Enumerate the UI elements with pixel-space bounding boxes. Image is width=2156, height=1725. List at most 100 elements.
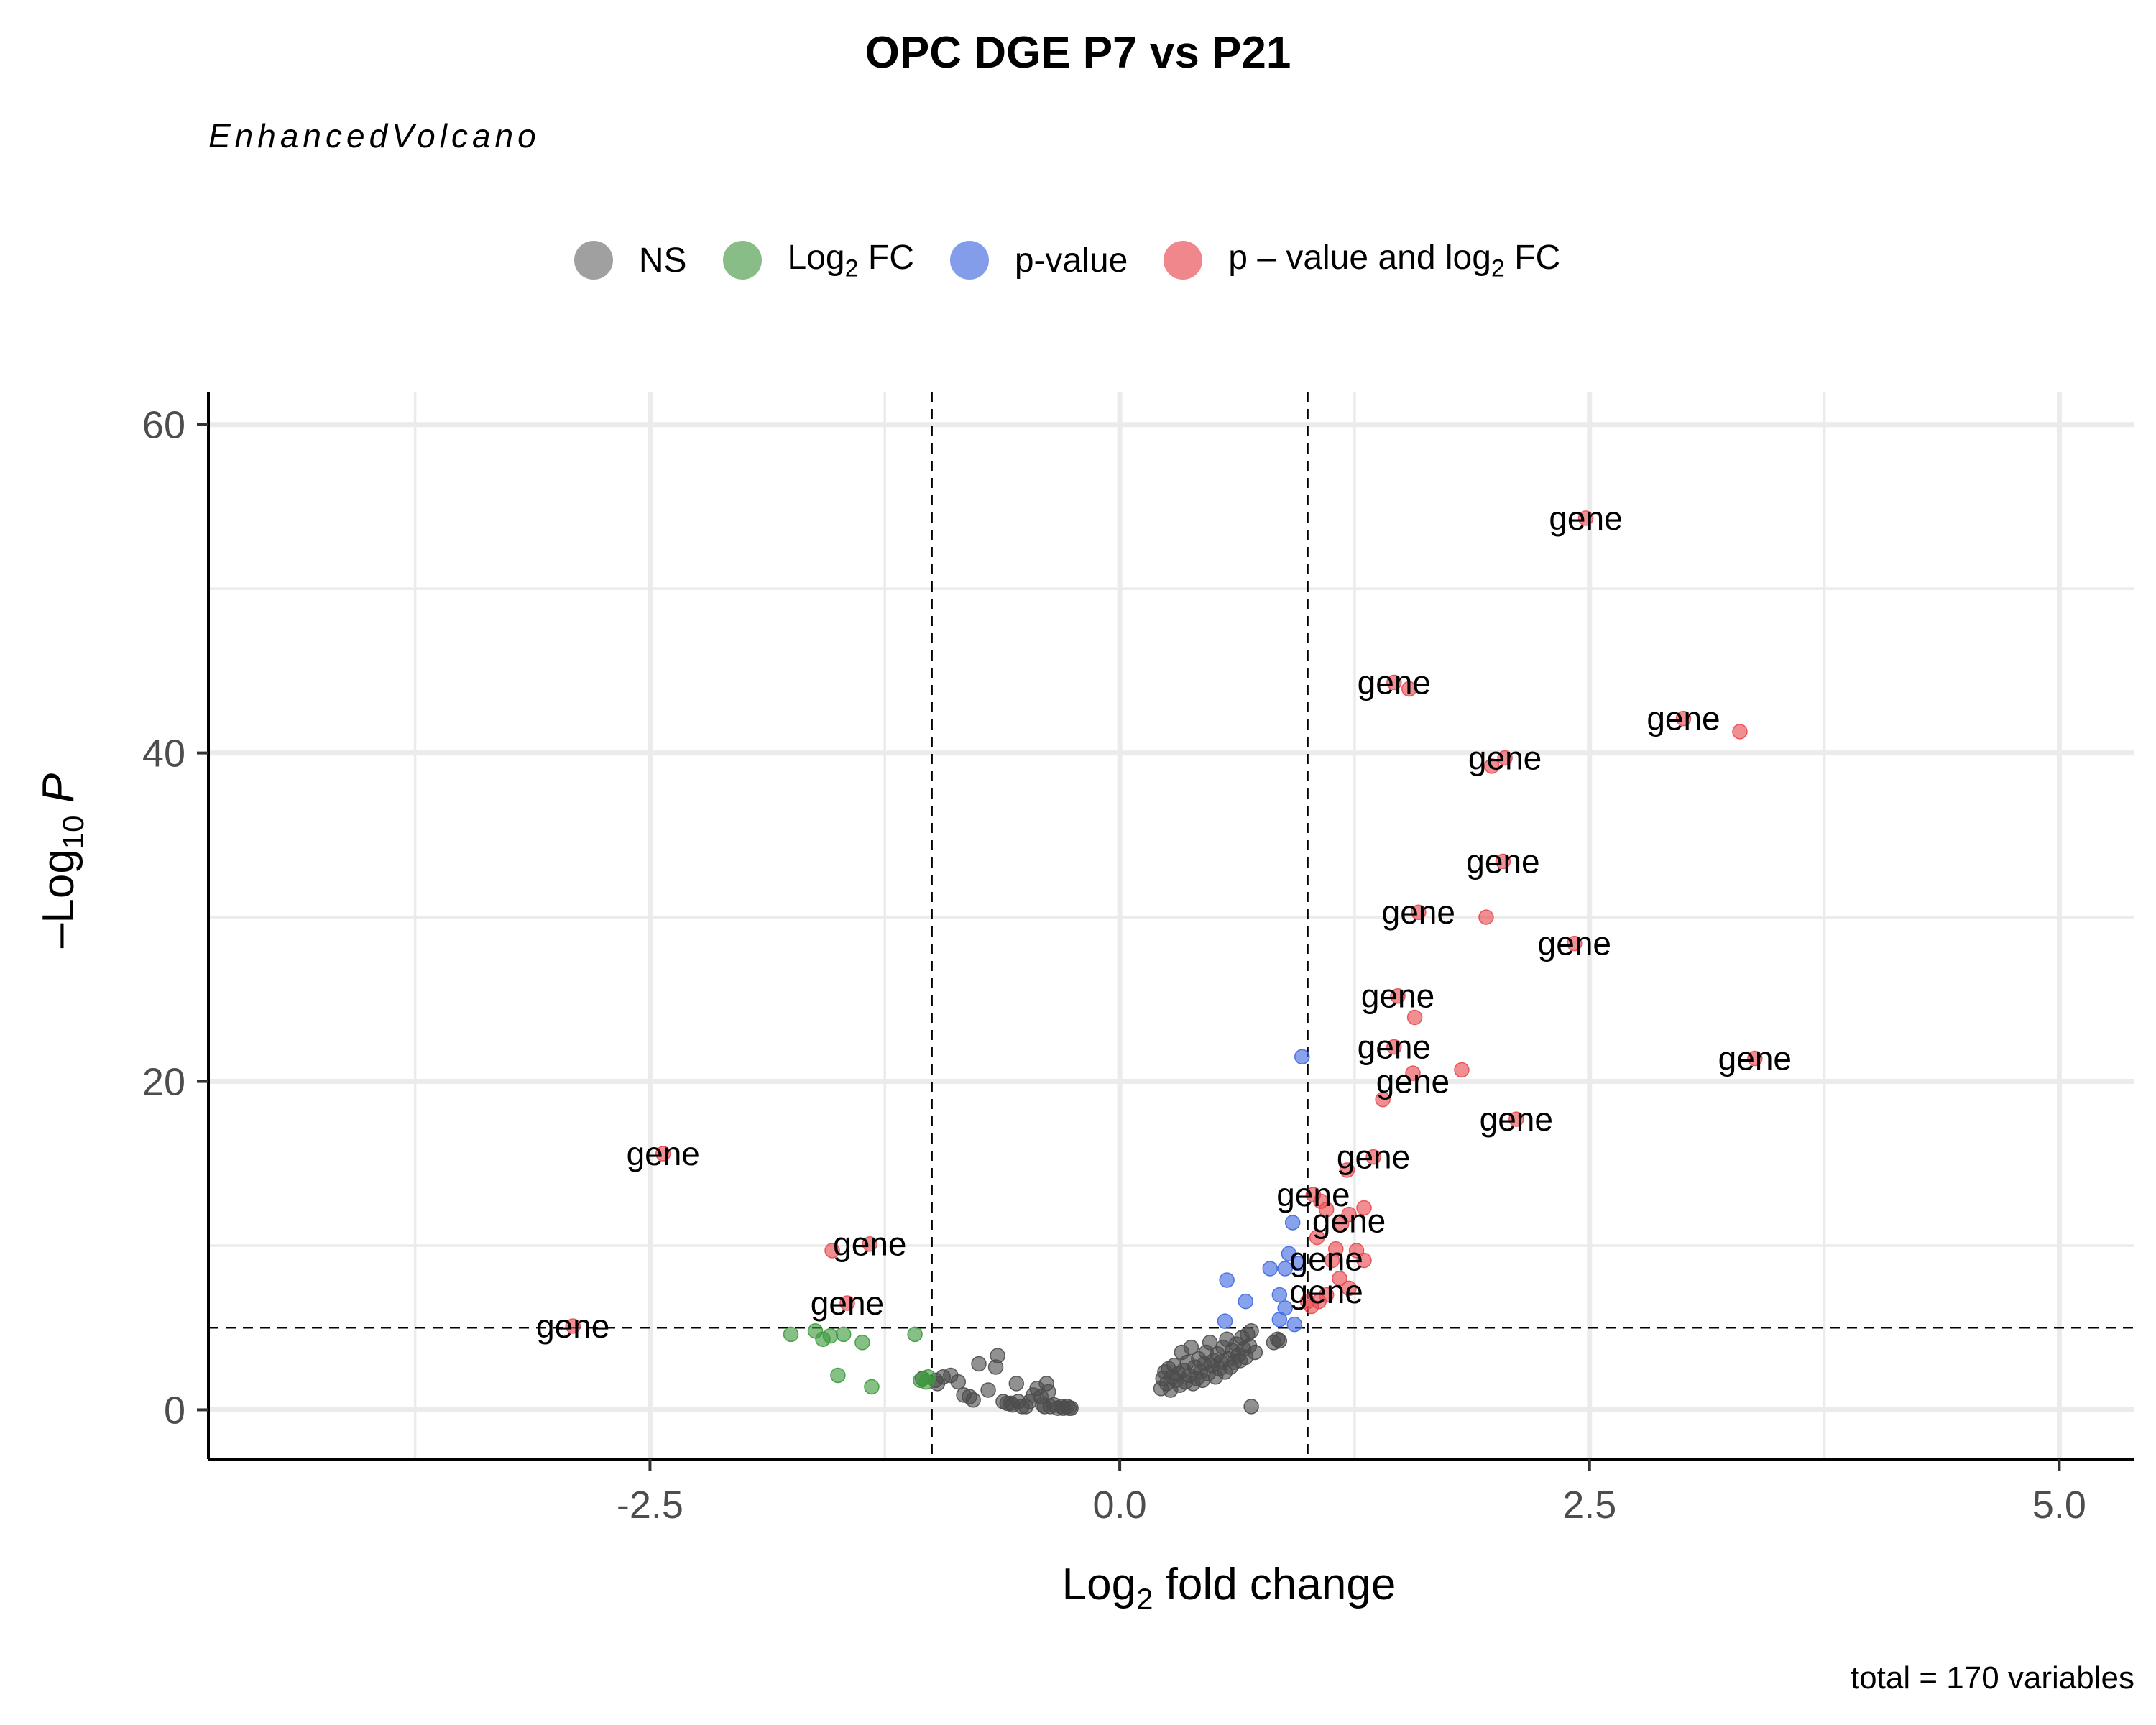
point-p (1284, 1215, 1301, 1230)
gene-label: gene (811, 1284, 884, 1322)
point-ns (1008, 1376, 1025, 1392)
point-fc (920, 1369, 936, 1385)
gene-label: gene (1337, 1138, 1410, 1176)
legend-label: NS (638, 241, 687, 280)
point-fcp (824, 1243, 840, 1259)
point-fcp (1341, 1280, 1357, 1297)
point-fcp (1401, 681, 1417, 697)
point-p (1219, 1272, 1235, 1288)
point-fcp (1747, 1050, 1763, 1067)
point-p (1238, 1293, 1254, 1310)
point-fc (864, 1379, 880, 1395)
point-fcp (1497, 750, 1513, 766)
point-p (1217, 1313, 1233, 1329)
point-ns (1247, 1344, 1263, 1361)
point-fcp (1332, 1270, 1348, 1287)
point-fcp (1411, 904, 1427, 920)
gene-label: gene (1376, 1063, 1450, 1100)
point-fcp (1406, 1009, 1423, 1026)
point-p (1271, 1287, 1288, 1303)
legend-item-fc: Log2 FC (722, 238, 914, 283)
point-fc (822, 1328, 839, 1344)
point-ns (1271, 1333, 1288, 1349)
point-ns (980, 1382, 996, 1398)
point-fc (835, 1326, 852, 1343)
point-p (1277, 1261, 1293, 1276)
point-fcp (1365, 1149, 1381, 1165)
point-fcp (1318, 1201, 1335, 1218)
threshold-lines (208, 392, 2134, 1459)
point-p (1281, 1246, 1297, 1262)
chart-subtitle: EnhancedVolcano (208, 117, 540, 155)
point-fcp (655, 1146, 671, 1162)
gene-label: gene (1480, 1100, 1553, 1138)
x-axis-title: Log2 fold change (1062, 1560, 1396, 1616)
legend-swatch (949, 241, 989, 280)
point-p (1262, 1261, 1279, 1276)
point-fcp (1454, 1062, 1470, 1078)
gene-label: gene (1646, 700, 1720, 737)
x-tick-label: -2.5 (617, 1484, 683, 1527)
gene-label: gene (1358, 1029, 1431, 1066)
legend-swatch (1164, 241, 1203, 280)
legend: NS Log2 FC p-value p – value and log2 FC (0, 231, 2156, 289)
point-p (1277, 1300, 1293, 1316)
point-fcp (1324, 1252, 1340, 1269)
gene-label: gene (1549, 500, 1622, 537)
point-fcp (1375, 1091, 1391, 1108)
point-fcp (1386, 674, 1402, 691)
point-fc (907, 1326, 923, 1343)
point-ns (1040, 1384, 1056, 1400)
point-ns (1243, 1399, 1259, 1414)
point-fcp (1478, 909, 1494, 925)
point-fcp (1675, 710, 1692, 727)
point-fcp (1484, 758, 1500, 774)
x-tick-label: 0.0 (1093, 1484, 1147, 1527)
point-fcp (1577, 510, 1594, 526)
point-fcp (1356, 1200, 1372, 1216)
gene-label: gene (1290, 1240, 1363, 1277)
point-fc (783, 1326, 799, 1343)
gene-label: gene (536, 1307, 609, 1345)
point-fcp (1356, 1252, 1372, 1269)
point-p (1290, 1256, 1307, 1271)
point-fcp (1333, 1216, 1350, 1233)
point-fcp (839, 1295, 855, 1311)
legend-swatch (722, 241, 762, 280)
point-fcp (1299, 1293, 1316, 1310)
point-ns (1202, 1335, 1218, 1351)
gene-label: gene (1468, 739, 1542, 776)
point-ns (1243, 1323, 1259, 1339)
legend-item-p: p-value (949, 241, 1128, 280)
gene-label: gene (1276, 1176, 1350, 1213)
legend-item-ns: NS (573, 241, 687, 280)
gene-label: gene (1466, 842, 1539, 880)
gene-label: gene (1538, 925, 1611, 962)
point-fc (854, 1335, 870, 1351)
y-tick-label: 20 (142, 1061, 185, 1104)
legend-label: p – value and log2 FC (1228, 238, 1561, 282)
legend-label: Log2 FC (787, 238, 914, 282)
chart-caption: total = 170 variables (1850, 1660, 2134, 1696)
x-tick-label: 5.0 (2032, 1484, 2086, 1527)
point-fcp (1405, 1065, 1421, 1081)
point-fcp (1339, 1162, 1355, 1178)
y-tick-label: 0 (164, 1389, 185, 1432)
grid-lines (208, 392, 2134, 1459)
point-fcp (862, 1236, 878, 1252)
x-tick-label: 2.5 (1562, 1484, 1616, 1527)
y-axis-title: –Log10 P (34, 773, 90, 948)
chart-title: OPC DGE P7 vs P21 (865, 28, 1291, 78)
gene-label: gene (1382, 893, 1455, 931)
point-fc (830, 1367, 846, 1384)
legend-item-fcp: p – value and log2 FC (1164, 238, 1560, 283)
point-ns (971, 1356, 987, 1372)
gene-label: gene (833, 1225, 906, 1263)
y-tick-label: 40 (142, 732, 185, 776)
legend-swatch (573, 241, 613, 280)
point-ns (1183, 1339, 1199, 1356)
gene-label: gene (1358, 663, 1431, 701)
legend-label: p-value (1014, 241, 1128, 280)
